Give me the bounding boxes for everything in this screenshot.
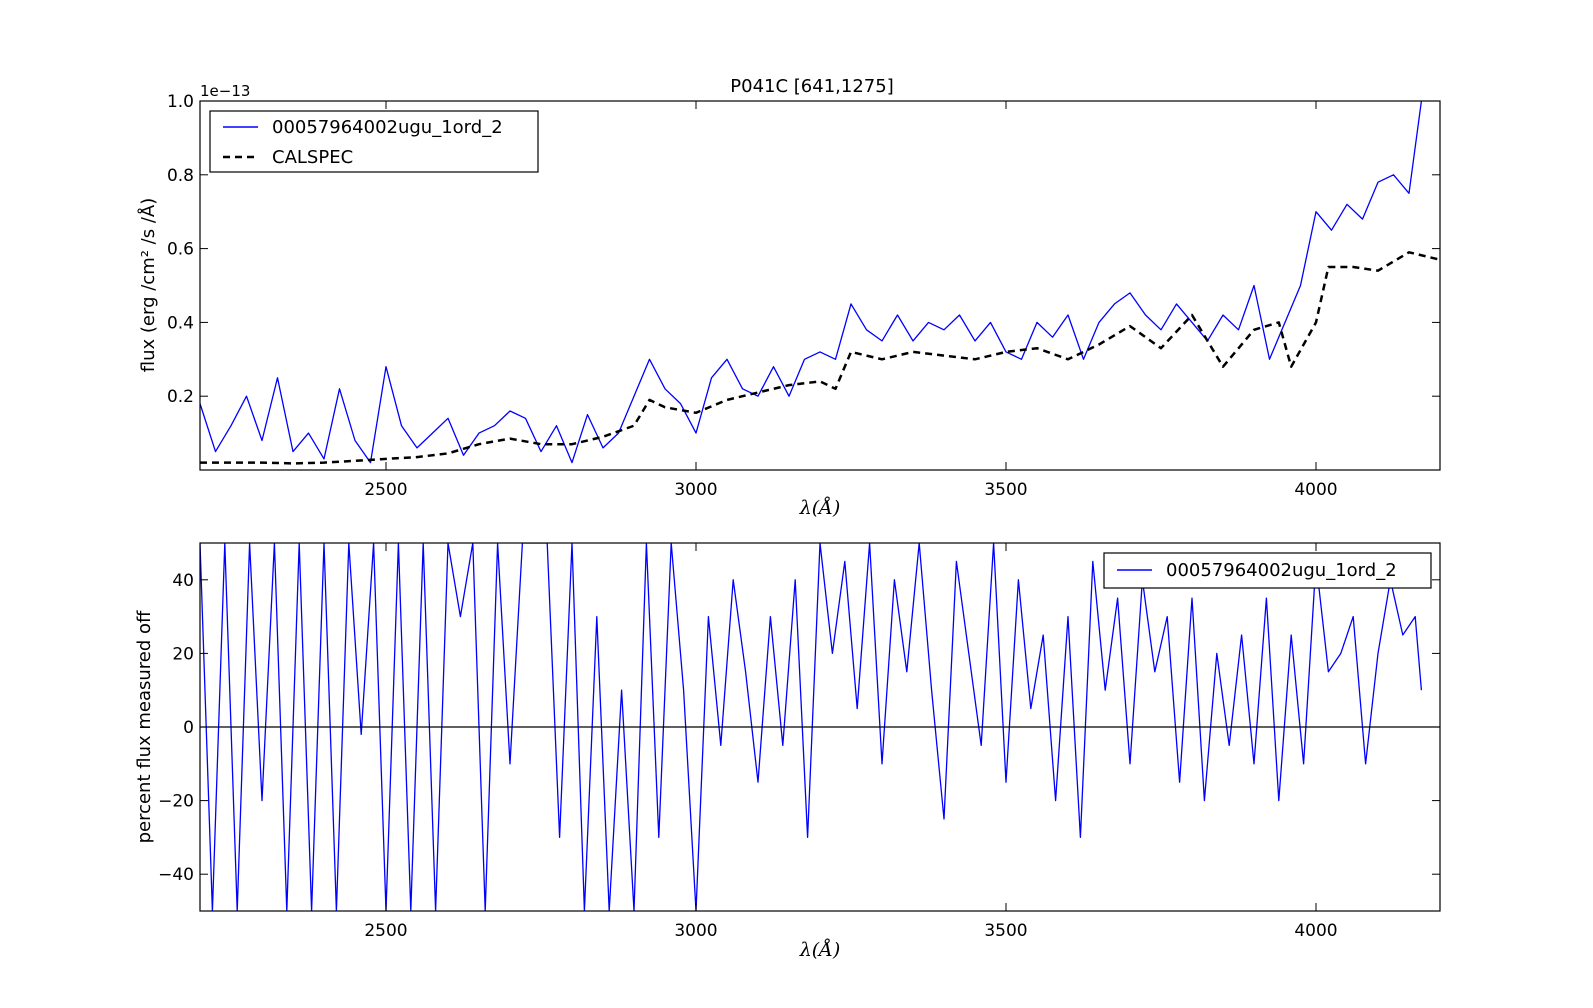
percent-y-tick-label: 40 [172,571,194,591]
percent-y-tick-label: 20 [172,644,194,664]
percent-x-tick-label: 4000 [1294,921,1337,941]
flux-plot-area [200,101,1440,465]
flux-axes-frame [199,100,1441,471]
flux-x-tick-label: 4000 [1294,480,1337,500]
flux-x-ticks: 2500 3000 3500 4000 [364,101,1338,500]
percent-x-tick-label: 3000 [674,921,717,941]
flux-x-tick-label: 3500 [984,480,1027,500]
flux-x-tick-label: 3000 [674,480,717,500]
flux-y-tick-label: 0.6 [167,240,194,260]
percent-y-ticks: −40 −20 0 20 40 [158,571,1440,885]
percent-y-tick-label: 0 [183,718,194,738]
flux-y-tick-label: 0.2 [167,387,194,407]
flux-y-ticks: 0.2 0.4 0.6 0.8 1.0 [167,92,1440,407]
flux-legend-box [209,110,539,173]
percent-y-tick-label: −20 [158,792,194,812]
percent-x-tick-label: 3500 [984,921,1027,941]
percent-legend: 00057964002ugu_1ord_2 [1103,552,1432,589]
flux-y-tick-label: 0.8 [167,166,194,186]
percent-panel: 2500 3000 3500 4000 −40 −20 0 20 40 λ(Å) percen… [134,542,1441,961]
flux-series-line-0 [200,101,1423,464]
percent-y-axis-label: percent flux measured off [134,610,155,843]
flux-y-offset-text: 1e−13 [200,82,250,100]
percent-x-axis-label: λ(Å) [799,939,841,961]
flux-y-tick-label: 1.0 [167,92,194,112]
flux-y-tick-label: 0.4 [167,313,194,333]
percent-y-tick-label: −40 [158,865,194,885]
flux-legend-label-observed: 00057964002ugu_1ord_2 [272,117,503,138]
flux-x-axis-label: λ(Å) [799,497,841,519]
flux-y-axis-label: flux (erg /cm² /s /Å) [137,198,159,372]
flux-x-tick-label: 2500 [364,480,407,500]
percent-legend-box [1103,552,1432,589]
flux-legend: 00057964002ugu_1ord_2 CALSPEC [209,110,539,173]
percent-legend-label: 00057964002ugu_1ord_2 [1166,560,1397,581]
flux-panel: P041C [641,1275] 1e−13 2500 3000 3500 4000 … [137,76,1441,519]
flux-series-line-1 [200,251,1440,465]
flux-panel-title: P041C [641,1275] [730,76,893,97]
percent-x-tick-label: 2500 [364,921,407,941]
flux-legend-label-calspec: CALSPEC [272,147,353,168]
percent-x-ticks: 2500 3000 3500 4000 [364,543,1338,941]
